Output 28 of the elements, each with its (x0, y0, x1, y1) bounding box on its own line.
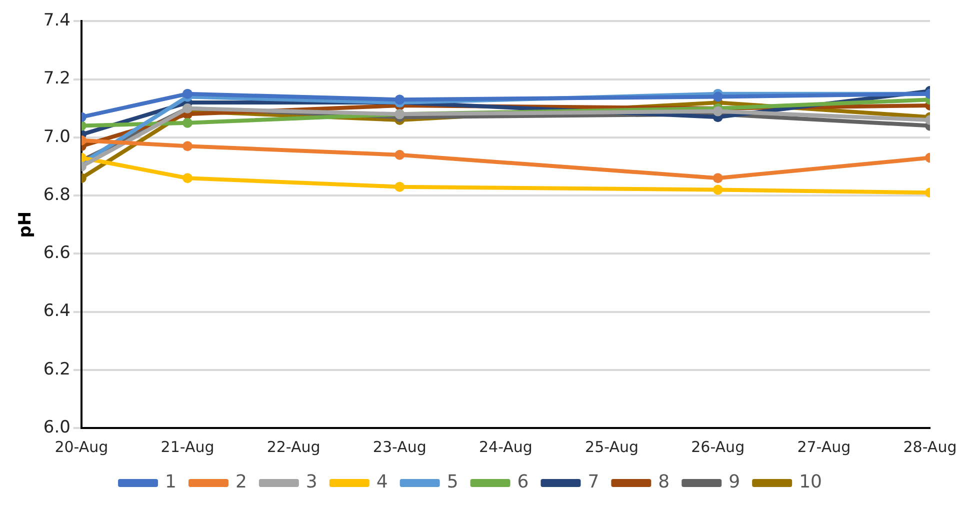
y-tick-label: 6.8 (43, 184, 70, 205)
x-tick-label: 28-Aug (903, 438, 957, 456)
y-tick-label: 6.2 (43, 359, 70, 380)
legend-label: 9 (728, 472, 740, 493)
y-tick-label: 6.4 (43, 301, 70, 322)
x-tick-label: 22-Aug (266, 438, 320, 456)
legend-label: 5 (446, 472, 458, 493)
x-tick-label: 23-Aug (372, 438, 426, 456)
y-tick-label: 7.4 (43, 10, 70, 31)
y-tick-label: 7.0 (43, 126, 70, 147)
y-tick-label: 6.6 (43, 243, 70, 264)
y-tick-label: 6.0 (43, 417, 70, 438)
legend-label: 4 (376, 472, 388, 493)
legend-label: 3 (306, 472, 318, 493)
x-tick-label: 21-Aug (160, 438, 214, 456)
legend-label: 1 (165, 472, 176, 493)
legend-label: 6 (517, 472, 529, 493)
legend-label: 8 (658, 472, 670, 493)
x-tick-label: 24-Aug (478, 438, 532, 456)
x-tick-label: 27-Aug (797, 438, 851, 456)
legend-label: 10 (799, 472, 822, 493)
y-axis-title: pH (16, 211, 36, 238)
x-tick-label: 26-Aug (691, 438, 745, 456)
x-tick-label: 20-Aug (54, 438, 108, 456)
y-tick-label: 7.2 (43, 68, 70, 89)
legend-label: 7 (588, 472, 600, 493)
x-tick-label: 25-Aug (585, 438, 639, 456)
legend-label: 2 (235, 472, 247, 493)
